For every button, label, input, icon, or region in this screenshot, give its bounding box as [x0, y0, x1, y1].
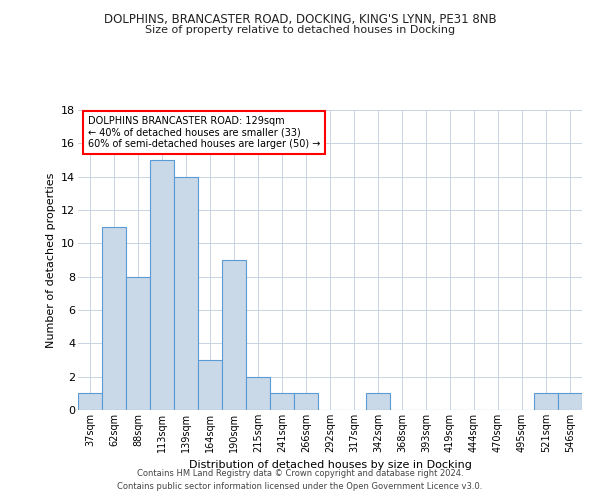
- Bar: [150, 160, 174, 410]
- Text: Size of property relative to detached houses in Docking: Size of property relative to detached ho…: [145, 25, 455, 35]
- Bar: [246, 376, 270, 410]
- Bar: [102, 226, 126, 410]
- Bar: [558, 394, 582, 410]
- Bar: [366, 394, 390, 410]
- Bar: [270, 394, 294, 410]
- Y-axis label: Number of detached properties: Number of detached properties: [46, 172, 56, 348]
- Bar: [294, 394, 318, 410]
- Text: Contains public sector information licensed under the Open Government Licence v3: Contains public sector information licen…: [118, 482, 482, 491]
- X-axis label: Distribution of detached houses by size in Docking: Distribution of detached houses by size …: [188, 460, 472, 470]
- Text: Contains HM Land Registry data © Crown copyright and database right 2024.: Contains HM Land Registry data © Crown c…: [137, 468, 463, 477]
- Bar: [174, 176, 198, 410]
- Bar: [222, 260, 246, 410]
- Bar: [78, 394, 102, 410]
- Text: DOLPHINS, BRANCASTER ROAD, DOCKING, KING'S LYNN, PE31 8NB: DOLPHINS, BRANCASTER ROAD, DOCKING, KING…: [104, 12, 496, 26]
- Bar: [198, 360, 222, 410]
- Bar: [126, 276, 150, 410]
- Text: DOLPHINS BRANCASTER ROAD: 129sqm
← 40% of detached houses are smaller (33)
60% o: DOLPHINS BRANCASTER ROAD: 129sqm ← 40% o…: [88, 116, 320, 149]
- Bar: [534, 394, 558, 410]
